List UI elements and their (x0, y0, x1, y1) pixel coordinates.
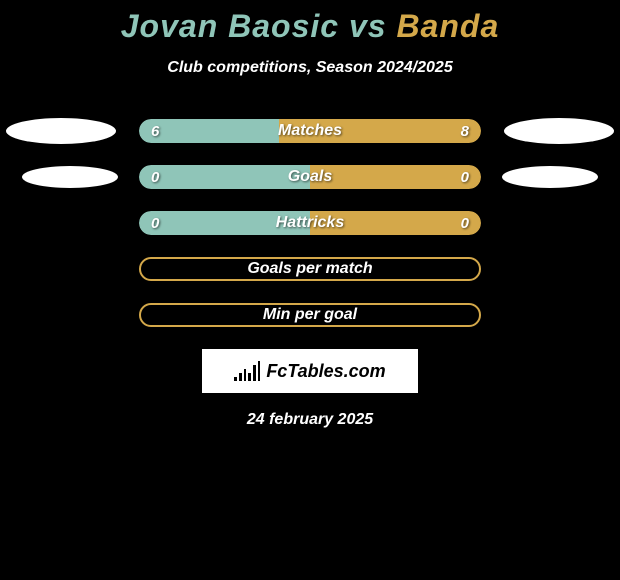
stat-rows: 68Matches 00Goals 00Hattricks Goals per mat… (0, 119, 620, 327)
stat-row: 00Hattricks (0, 211, 620, 235)
stat-label: Min per goal (141, 306, 479, 324)
stat-bar: 68Matches (139, 119, 481, 143)
stat-row: Min per goal (0, 303, 620, 327)
badge-ellipse-left (22, 166, 118, 188)
stat-bar: 00Goals (139, 165, 481, 189)
subtitle: Club competitions, Season 2024/2025 (0, 59, 620, 77)
stat-label: Goals per match (141, 260, 479, 278)
date-label: 24 february 2025 (0, 411, 620, 429)
logo-text: FcTables.com (266, 361, 385, 382)
stat-bar: 00Hattricks (139, 211, 481, 235)
logo[interactable]: FcTables.com (202, 349, 418, 393)
stat-row: 68Matches (0, 119, 620, 143)
page-title: Jovan Baosic vs Banda (0, 8, 620, 45)
badge-ellipse-left (6, 118, 116, 144)
player1-name: Jovan Baosic (121, 8, 339, 44)
stat-bar: Goals per match (139, 257, 481, 281)
stat-label: Goals (139, 168, 481, 186)
stat-row: Goals per match (0, 257, 620, 281)
vs-label: vs (349, 8, 387, 44)
stat-label: Matches (139, 122, 481, 140)
stat-bar: Min per goal (139, 303, 481, 327)
bar-chart-icon (234, 361, 260, 381)
comparison-card: Jovan Baosic vs Banda Club competitions,… (0, 0, 620, 429)
badge-ellipse-right (502, 166, 598, 188)
stat-label: Hattricks (139, 214, 481, 232)
player2-name: Banda (396, 8, 499, 44)
stat-row: 00Goals (0, 165, 620, 189)
badge-ellipse-right (504, 118, 614, 144)
